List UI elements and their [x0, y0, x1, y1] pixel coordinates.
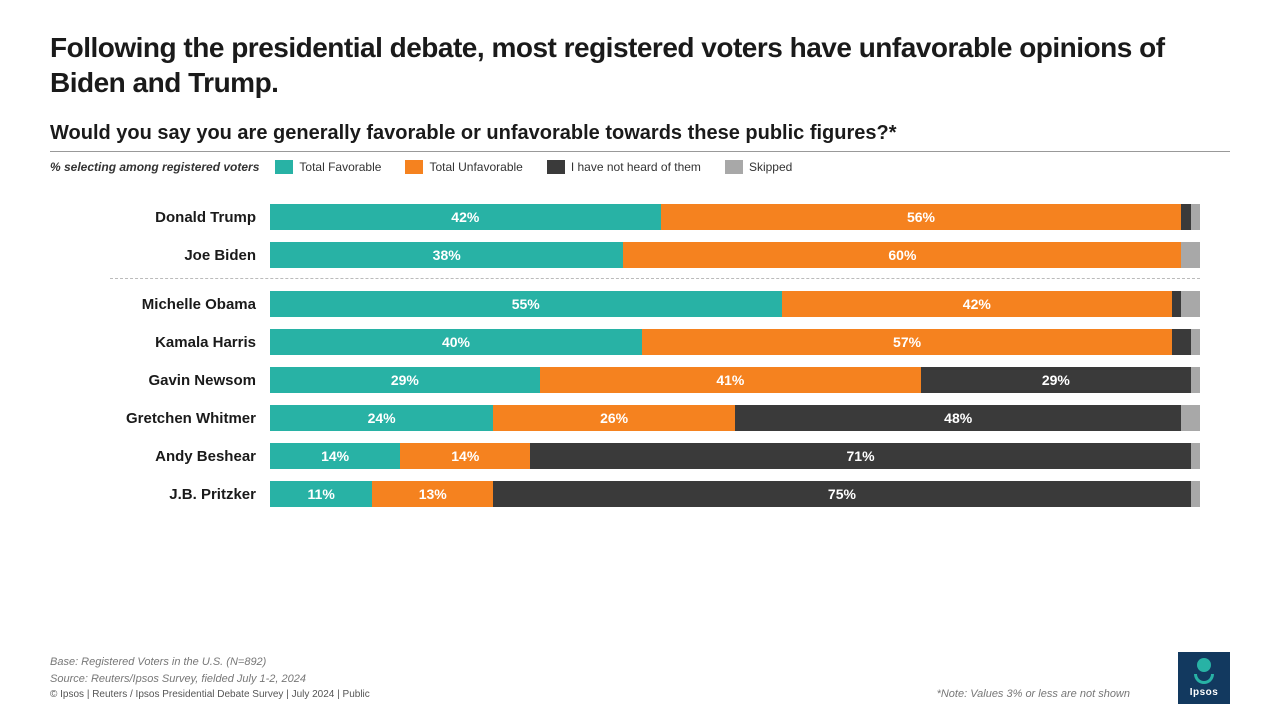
row-label: Kamala Harris — [110, 334, 270, 351]
ipsos-logo: Ipsos — [1178, 652, 1230, 704]
chart-title: Following the presidential debate, most … — [50, 30, 1230, 100]
logo-arc-icon — [1194, 674, 1214, 684]
row-label: Gretchen Whitmer — [110, 410, 270, 427]
bar-segment: 11% — [270, 481, 372, 507]
chart-row: Kamala Harris40%57% — [110, 327, 1200, 357]
chart-row: Andy Beshear14%14%71% — [110, 441, 1200, 471]
logo-text: Ipsos — [1190, 687, 1219, 698]
bar-segment — [1181, 405, 1200, 431]
bar-segment: 29% — [270, 367, 540, 393]
logo-dot-icon — [1197, 658, 1211, 672]
bar-segment — [1172, 329, 1191, 355]
chart-row: J.B. Pritzker11%13%75% — [110, 479, 1200, 509]
legend-item: Total Favorable — [275, 160, 381, 174]
bar-segment — [1181, 204, 1190, 230]
bar-track: 29%41%29% — [270, 367, 1200, 393]
legend-item: I have not heard of them — [547, 160, 701, 174]
legend-item: Skipped — [725, 160, 792, 174]
bar-segment — [1191, 204, 1200, 230]
bar-segment — [1181, 291, 1200, 317]
row-label: J.B. Pritzker — [110, 486, 270, 503]
bar-segment — [1191, 329, 1200, 355]
chart-row: Michelle Obama55%42% — [110, 289, 1200, 319]
bar-track: 42%56% — [270, 204, 1200, 230]
row-label: Donald Trump — [110, 209, 270, 226]
chart-subtitle: Would you say you are generally favorabl… — [50, 122, 1230, 152]
legend-label-text: Total Unfavorable — [429, 160, 522, 174]
bar-track: 55%42% — [270, 291, 1200, 317]
legend: % selecting among registered voters Tota… — [50, 160, 1230, 174]
bar-track: 11%13%75% — [270, 481, 1200, 507]
bar-track: 38%60% — [270, 242, 1200, 268]
bar-segment: 56% — [661, 204, 1182, 230]
footnote-base: Base: Registered Voters in the U.S. (N=8… — [50, 654, 1230, 671]
legend-swatch — [275, 160, 293, 174]
bar-segment: 75% — [493, 481, 1191, 507]
bar-segment: 24% — [270, 405, 493, 431]
legend-prefix: % selecting among registered voters — [50, 160, 259, 174]
bar-segment — [1191, 367, 1200, 393]
bar-segment — [1191, 443, 1200, 469]
bar-segment: 26% — [493, 405, 735, 431]
bar-segment: 48% — [735, 405, 1181, 431]
bar-segment: 55% — [270, 291, 782, 317]
bar-track: 14%14%71% — [270, 443, 1200, 469]
bar-segment: 13% — [372, 481, 493, 507]
bar-segment — [1191, 481, 1200, 507]
legend-swatch — [405, 160, 423, 174]
footnote-note: *Note: Values 3% or less are not shown — [937, 688, 1130, 700]
bar-segment: 42% — [782, 291, 1173, 317]
row-label: Gavin Newsom — [110, 372, 270, 389]
footer: Base: Registered Voters in the U.S. (N=8… — [50, 654, 1230, 700]
chart-row: Donald Trump42%56% — [110, 202, 1200, 232]
row-label: Michelle Obama — [110, 296, 270, 313]
bar-segment: 40% — [270, 329, 642, 355]
chart-row: Gavin Newsom29%41%29% — [110, 365, 1200, 395]
legend-swatch — [547, 160, 565, 174]
row-label: Joe Biden — [110, 247, 270, 264]
legend-label-text: Total Favorable — [299, 160, 381, 174]
footnote-source: Source: Reuters/Ipsos Survey, fielded Ju… — [50, 671, 1230, 688]
row-label: Andy Beshear — [110, 448, 270, 465]
bar-segment: 38% — [270, 242, 623, 268]
bar-segment: 60% — [623, 242, 1181, 268]
chart-row: Joe Biden38%60% — [110, 240, 1200, 270]
bar-segment: 41% — [540, 367, 921, 393]
bar-segment: 71% — [530, 443, 1190, 469]
bar-segment: 42% — [270, 204, 661, 230]
legend-label-text: I have not heard of them — [571, 160, 701, 174]
bar-segment: 29% — [921, 367, 1191, 393]
bar-segment: 14% — [270, 443, 400, 469]
bar-segment: 14% — [400, 443, 530, 469]
bar-segment — [1181, 242, 1200, 268]
bar-track: 40%57% — [270, 329, 1200, 355]
bar-track: 24%26%48% — [270, 405, 1200, 431]
legend-swatch — [725, 160, 743, 174]
bar-segment — [1172, 291, 1181, 317]
chart-area: Donald Trump42%56%Joe Biden38%60%Michell… — [110, 202, 1200, 509]
chart-row: Gretchen Whitmer24%26%48% — [110, 403, 1200, 433]
legend-label-text: Skipped — [749, 160, 792, 174]
group-divider — [110, 278, 1200, 279]
legend-item: Total Unfavorable — [405, 160, 522, 174]
bar-segment: 57% — [642, 329, 1172, 355]
